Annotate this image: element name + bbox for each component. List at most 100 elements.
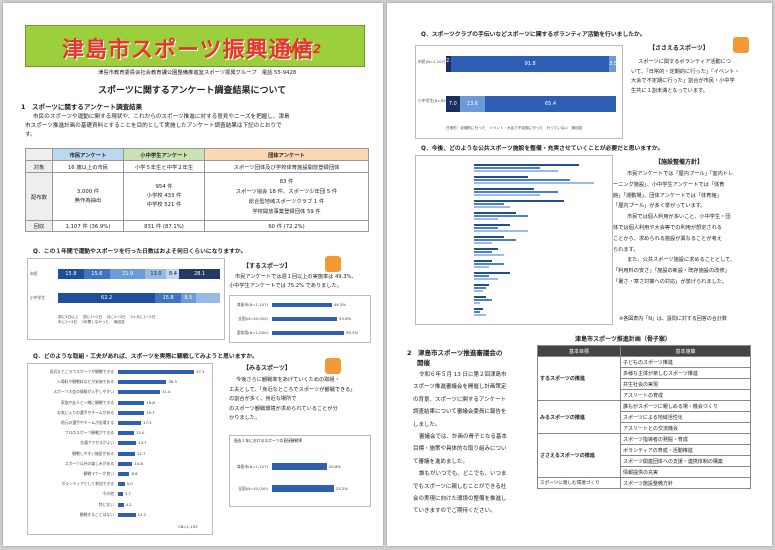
- q1-legend-item: 週に3日以上: [58, 315, 79, 319]
- q4-bar: [474, 296, 486, 299]
- q2-value: 12.7: [136, 450, 146, 456]
- plan-goal-support: ささえるスポーツの推進: [537, 433, 621, 478]
- q2-value: 13.2: [137, 511, 147, 517]
- newsletter-banner: 津島市スポーツ振興通信 vol.2: [25, 25, 365, 67]
- q4-bar: [474, 284, 489, 287]
- q4-chart: [415, 155, 613, 325]
- target-student: 小学５年生と中学２年生: [123, 160, 205, 173]
- q1-seg: 15.8: [155, 293, 182, 303]
- q1-seg: 8.5: [181, 293, 196, 303]
- q4-box-title: 【施設整備方針】: [655, 159, 704, 166]
- q4-bar: [474, 272, 510, 275]
- q4-bar: [474, 227, 498, 230]
- q4-box-line: 体では個人利用や大会等での利用が想定される: [613, 224, 722, 231]
- q2-value: 3.7: [124, 491, 131, 497]
- q4-bar: [474, 179, 570, 182]
- q1-legend-item: 1年間しなかった: [81, 320, 110, 324]
- q4-box-line: ーニング施設」、小中学生アンケートでは「体育: [613, 181, 725, 188]
- running-person-icon: [325, 256, 341, 272]
- q2-bar: [118, 390, 160, 395]
- section2-line: 誰もがいつでも、どこでも、いつま: [419, 471, 507, 478]
- q4-bar: [474, 170, 558, 173]
- q3-box-title: 【ささえるスポーツ】: [649, 45, 709, 52]
- right-page: Q．スポーツクラブの手伝いなどスポーツに関するボランティア活動を行いましたか。 …: [387, 3, 772, 546]
- q4-bar: [474, 239, 516, 242]
- q3-question: Q．スポーツクラブの手伝いなどスポーツに関するボランティア活動を行いましたか。: [421, 32, 646, 38]
- plan-measure: アスリートとの交流機会: [620, 422, 751, 434]
- q3-bar-citizen: 2.3 91.8 3.5: [446, 56, 616, 72]
- q4-bar: [474, 278, 498, 281]
- rate-value-0: 49.3%: [333, 302, 346, 307]
- q2-bar: [118, 512, 136, 517]
- q2-value: 17.3: [143, 420, 152, 425]
- rate-bar-0: [272, 303, 332, 307]
- q2-value: 36.3: [168, 379, 177, 385]
- q4-bar: [474, 164, 579, 167]
- return-student: 831 件 (87.1%): [123, 220, 205, 232]
- q4-bar: [474, 266, 489, 269]
- q2-item-label: 観戦することはない: [79, 511, 114, 517]
- q2-n-label: CN=1,103: [178, 524, 198, 529]
- q4-bar: [474, 212, 516, 215]
- q1-legend-item: 週に1〜2日: [83, 315, 102, 319]
- q2-bar: [118, 461, 133, 466]
- q4-bar: [474, 176, 528, 179]
- rate-bar-1: [272, 317, 338, 321]
- q3-seg: 65.4: [485, 96, 616, 112]
- q4-box-line: 市民アンケートでは「屋内プール」「室内トレ: [627, 171, 734, 177]
- q2-bar: [118, 482, 125, 487]
- q1-box-text-2: 小中学生アンケートでは 75.2% でありました。: [229, 283, 342, 289]
- count-citizen-method: 無作為抽出: [74, 197, 102, 204]
- q3-seg: 91.8: [451, 56, 610, 72]
- q2-item-label: 入場料や観戦料などが安価である: [57, 379, 114, 385]
- section2-line: 目標・施策や具体的な取り組みについ: [413, 446, 507, 453]
- q3-seg: 3.5: [609, 56, 616, 72]
- intro-line-1: 市民のスポーツや運動に関する現状や、これからのスポーツ推進に対する意見やニーズを…: [33, 114, 290, 120]
- q4-bar: [474, 314, 486, 317]
- q2-box-text: 今後さらに観戦率をあげていくための取組・ 工夫として、「身近なところでスポーツが…: [229, 376, 355, 424]
- q3-row-label-0: 市民(N=1,107): [418, 59, 446, 64]
- plan-measure: スポーツ関連団体への支援・連携体制の構築: [620, 455, 751, 467]
- q4-bar: [474, 182, 594, 185]
- q1-chart: 市民 小中学生 15.8 15.6 21.9 13.0 8.4 28.1 62.…: [27, 258, 225, 340]
- plan-goal-environment: スポーツに親しむ環境づくり: [537, 477, 621, 489]
- watch-label-1: 全国(N=40,000): [238, 486, 268, 491]
- col-group: 団体アンケート: [204, 148, 369, 161]
- q4-bar: [474, 242, 492, 245]
- rate-value-2: 59.3%: [346, 330, 359, 335]
- watch-bar-0: [272, 463, 327, 470]
- rate-value-1: 53.6%: [339, 316, 352, 321]
- watch-rate-chart: 過去１年におけるスポーツの直接観戦率 津島市(N=1,107) 全国(N=40,…: [229, 435, 371, 507]
- q2-bar: [118, 400, 145, 405]
- q4-box-line: 館」「運動場」、団体アンケートでは「体育館」: [613, 192, 722, 199]
- row-return-label: 回収: [25, 220, 53, 232]
- q3-seg: 7.0: [446, 96, 460, 112]
- q2-bar: [118, 441, 137, 446]
- q2-value: 5.0: [126, 481, 133, 487]
- q2-value: 57.1: [196, 369, 205, 374]
- q4-box-line: 「屋内プール」が多く挙がっています。: [613, 203, 706, 210]
- q2-bar: [118, 451, 135, 456]
- q4-bar: [474, 188, 534, 191]
- q2-box-line: のスポーツ観戦環境が求められていることが分: [229, 405, 338, 412]
- plan-measure: 情報提供の充実: [620, 466, 751, 478]
- q4-bar: [474, 167, 540, 170]
- q4-note: ※各図表内「N」は、設問に対する回答の合計数: [619, 316, 727, 322]
- col-student: 小中学生アンケート: [123, 148, 205, 161]
- q4-bar: [474, 308, 483, 311]
- q4-bar: [474, 230, 528, 233]
- megaphone-icon: [325, 358, 341, 374]
- q2-bar: [118, 370, 195, 374]
- q4-bar: [474, 203, 504, 206]
- plan-head-goal: 基本目標: [537, 345, 621, 357]
- plan-measure: 共生社会の実現: [620, 378, 751, 390]
- q4-box-line: 「暑さ・寒さ対策への対応」が挙げられました。: [613, 278, 728, 285]
- section2-line: 会の実現に向けた環境の整備を推進し: [413, 496, 507, 503]
- q2-item-label: 特にない: [98, 501, 114, 507]
- count-citizen: 3,000 件 無作為抽出: [52, 172, 124, 221]
- q2-chart: 身近なところでスポーツが観戦できる 57.1 入場料や観戦料などが安価である 36.3…: [27, 363, 213, 535]
- q1-seg: 28.1: [179, 269, 220, 279]
- q2-item-label: 地元の選手やチームが出場する: [60, 420, 114, 425]
- plan-measure: 子どものスポーツ推進: [620, 356, 751, 368]
- q4-bar: [474, 302, 480, 305]
